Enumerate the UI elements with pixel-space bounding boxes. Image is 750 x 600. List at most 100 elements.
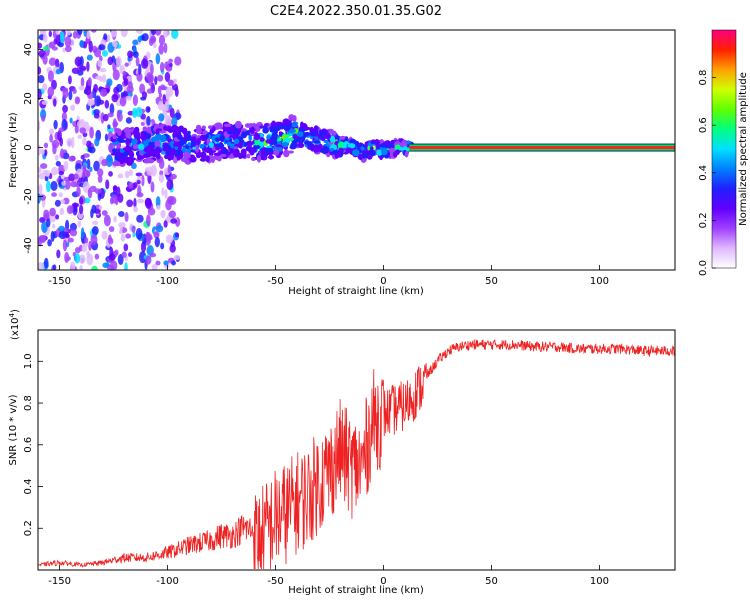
spectrogram-cell [251,157,256,161]
spectrogram-cell [139,83,146,95]
spectrogram-cell [329,135,336,143]
snr-y-axis-label: SNR (10 * v/v) [8,394,19,465]
spectrogram-cell [49,128,55,135]
spectrogram-cell [322,129,329,133]
spectrogram-cell [120,92,124,99]
spectrogram-cell [52,46,58,51]
spectrogram-cell [88,240,92,251]
spectrogram-cell [112,69,120,81]
snr-x-tick-label: 0 [380,576,386,587]
spectrogram-cell [124,262,128,270]
spectrogram-cell [119,139,127,143]
spectrogram-cell [38,88,42,100]
spectrogram-cell [406,141,411,145]
spectrogram-cell [119,225,123,231]
spectrogram-cell [62,88,69,99]
signal-line-core [409,146,675,150]
spectrogram-cell [159,130,166,134]
spectrogram-cell [128,156,133,162]
spectrogram-cell [82,137,87,146]
spectrogram-cell [109,103,115,115]
spectrogram-cell [90,30,97,33]
spectrogram-cell [113,215,117,223]
spectrogram-cell [80,227,85,240]
spectrogram-cell [88,100,95,106]
spectrogram-cell [272,139,278,146]
spectrogram-cell [56,249,61,259]
spectrogram-x-tick-label: 50 [485,276,498,287]
spectrogram-cell [84,237,89,244]
spectrogram-cell [43,257,49,269]
spectrogram-cell [165,234,174,244]
spectrogram-cell [50,180,58,192]
snr-y-tick-label: 0.6 [23,437,34,453]
spectrogram-cell [282,118,290,126]
snr-x-tick-label: 100 [590,576,609,587]
spectrogram-cell [137,198,145,204]
spectrogram-cell [79,39,85,48]
spectrogram-cell [124,62,129,67]
spectrogram-cell [201,125,207,130]
spectrogram-cell [146,88,154,94]
spectrogram-cell [59,31,65,44]
spectrogram-cell [265,139,273,144]
spectrogram-cell [222,149,229,154]
spectrogram-cell [110,30,118,38]
spectrogram-cell [137,35,142,43]
spectrogram-cell [154,236,160,248]
spectrogram-cell [313,140,321,144]
spectrogram-cell [86,61,90,72]
spectrogram-cell [38,184,43,194]
spectrogram-cell [118,229,123,235]
spectrogram-cell [324,133,332,140]
spectrogram-cell [44,149,48,157]
spectrogram-cell [180,157,189,162]
spectrogram-cell [112,40,118,48]
spectrogram-cell [232,130,239,135]
spectrogram-cell [342,143,347,149]
spectrogram-cell [255,125,260,132]
spectrogram-cell [165,151,170,156]
spectrogram-cell [271,132,279,139]
spectrogram-cell [72,202,80,208]
snr-y-tick-label: 0.4 [23,479,34,495]
spectrogram-cell [49,207,56,217]
spectrogram-cell [68,155,76,162]
spectrogram-cell [125,131,132,139]
spectrogram-cell [107,264,115,270]
spectrogram-cell [48,57,57,66]
spectrogram-cell [219,153,227,158]
spectrogram-cell [83,30,87,37]
spectrogram-cell [145,236,153,241]
spectrogram-cell [226,141,232,146]
spectrogram-cell [362,150,370,154]
spectrogram-cell [100,112,105,124]
spectrogram-cell [119,96,127,107]
spectrogram-cell [69,222,77,232]
spectrogram-cell [42,46,50,51]
spectrogram-y-axis-label: Frequency (Hz) [8,112,19,188]
spectrogram-cell [292,115,297,123]
spectrogram-cell [70,181,77,188]
spectrogram-cell [130,162,137,170]
spectrogram-cell [112,121,119,127]
spectrogram-cell [40,163,48,169]
snr-y-tick-label: 0.8 [23,395,34,411]
spectrogram-cell [89,126,94,139]
spectrogram-cell [97,60,103,67]
spectrogram-cell [155,196,161,209]
spectrogram-cell [195,124,202,131]
colorbar-tick-label: 0.0 [698,260,709,276]
spectrogram-cell [158,113,165,122]
spectrogram-cell [148,141,153,147]
spectrogram-cell [181,146,187,153]
spectrogram-cell [39,216,45,223]
spectrogram-cell [128,169,134,176]
spectrogram-cell [319,130,324,138]
spectrogram-cell [132,231,136,238]
spectrogram-cell [122,70,127,76]
spectrogram-cell [151,264,158,270]
colorbar-tick-label: 0.6 [698,117,709,133]
spectrogram-cell [145,255,152,265]
snr-x-ticks: -150 -100 -50 0 50 100 [48,565,609,587]
